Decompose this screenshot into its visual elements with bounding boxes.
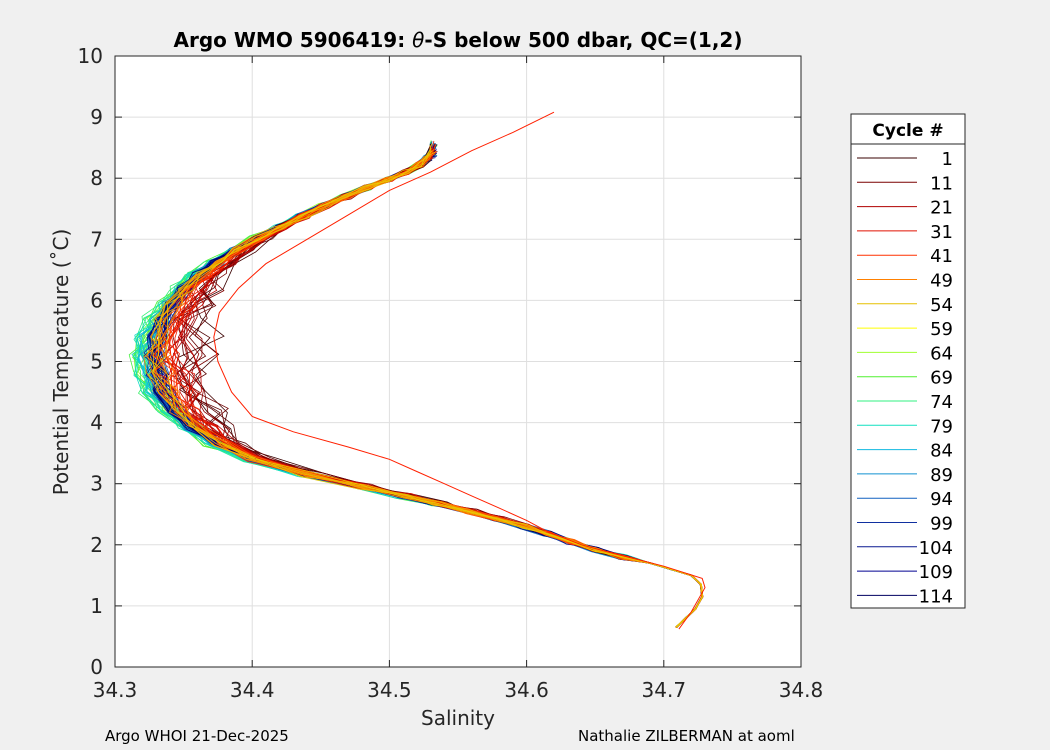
y-tick-label: 10: [78, 44, 103, 68]
legend-label: 59: [930, 319, 953, 340]
legend-label: 109: [919, 562, 953, 583]
footer-right: Nathalie ZILBERMAN at aoml: [578, 727, 795, 745]
y-tick-label: 4: [90, 411, 103, 435]
legend-label: 11: [930, 173, 953, 194]
outlier-profile-line: [213, 111, 706, 630]
ticks-group: 34.3 34.4 34.5 34.6 34.7 34.8 0 1 2 3 4 5 6 7 8 9 10: [78, 44, 824, 702]
x-tick-label: 34.4: [230, 678, 275, 702]
y-tick-label: 3: [90, 472, 103, 496]
y-tick-label: 6: [90, 288, 103, 312]
legend-label: 104: [919, 538, 953, 559]
legend-label: 74: [930, 392, 953, 413]
x-tick-label: 34.5: [367, 678, 412, 702]
y-axis-label: Potential Temperature (˚C): [49, 229, 73, 496]
y-tick-label: 8: [90, 166, 103, 190]
x-tick-label: 34.3: [93, 678, 138, 702]
y-tick-label: 5: [90, 350, 103, 374]
legend-label: 79: [930, 416, 953, 437]
legend-label: 49: [930, 271, 953, 292]
y-tick-label: 2: [90, 533, 103, 557]
legend-label: 89: [930, 465, 953, 486]
y-tick-label: 1: [90, 594, 103, 618]
chart-title-suffix: -S below 500 dbar, QC=(1,2): [424, 28, 742, 52]
plot-frame: [114, 55, 802, 668]
x-tick-label: 34.8: [779, 678, 824, 702]
legend-box: [850, 113, 966, 609]
legend-label: 1: [942, 149, 953, 170]
legend-label: 64: [930, 343, 953, 364]
series-group: [128, 111, 706, 630]
y-tick-label: 7: [90, 227, 103, 251]
legend-label: 54: [930, 295, 953, 316]
chart-title-prefix: Argo WMO 5906419:: [174, 28, 413, 52]
legend-label: 21: [930, 198, 953, 219]
y-tick-label: 0: [90, 655, 103, 679]
x-tick-label: 34.6: [504, 678, 549, 702]
footer-left: Argo WHOI 21-Dec-2025: [105, 727, 289, 745]
legend: Cycle # 11121314149545964697479848994991…: [850, 113, 966, 609]
legend-label: 41: [930, 246, 953, 267]
x-axis-label: Salinity: [421, 706, 495, 730]
y-tick-label: 9: [90, 105, 103, 129]
legend-label: 114: [919, 586, 953, 607]
legend-title: Cycle #: [872, 121, 943, 141]
chart-title: Argo WMO 5906419: θ-S below 500 dbar, QC…: [174, 28, 743, 52]
legend-label: 31: [930, 222, 953, 243]
x-tick-label: 34.7: [642, 678, 687, 702]
legend-label: 99: [930, 514, 953, 535]
chart-title-theta: θ: [412, 28, 424, 52]
legend-label: 84: [930, 441, 953, 462]
legend-label: 94: [930, 489, 953, 510]
legend-label: 69: [930, 368, 953, 389]
